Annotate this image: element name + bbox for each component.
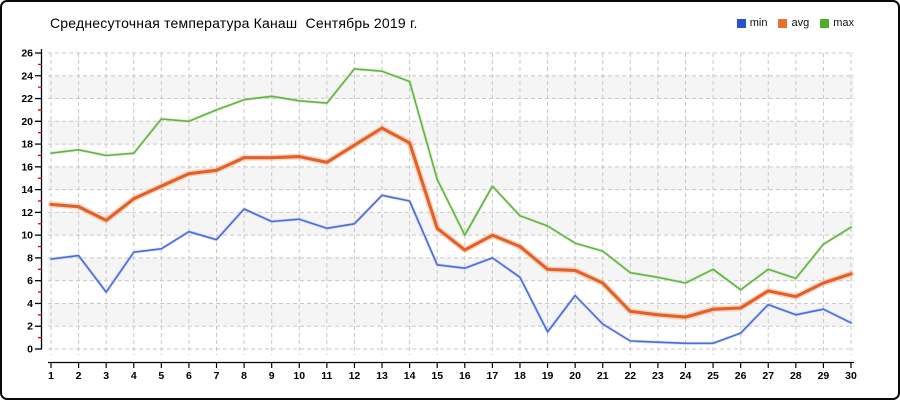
x-axis-tick-label: 14 xyxy=(404,370,416,382)
x-axis-tick-label: 21 xyxy=(597,370,609,382)
x-axis-tick-label: 24 xyxy=(680,370,692,382)
x-axis-tick-label: 10 xyxy=(293,370,305,382)
y-axis-tick-label: 2 xyxy=(27,321,33,333)
x-axis-tick-label: 30 xyxy=(845,370,857,382)
y-axis-tick-label: 12 xyxy=(21,207,33,219)
x-axis-tick-label: 17 xyxy=(487,370,499,382)
x-axis-tick-label: 9 xyxy=(269,370,275,382)
x-axis-tick-label: 23 xyxy=(652,370,664,382)
plot-band xyxy=(48,166,854,190)
y-axis-tick-label: 14 xyxy=(21,184,33,196)
x-axis-tick-label: 12 xyxy=(349,370,361,382)
legend-label: avg xyxy=(791,17,810,29)
legend-label: min xyxy=(749,17,768,29)
y-axis-tick-label: 26 xyxy=(21,48,33,60)
x-axis-tick-label: 18 xyxy=(514,370,526,382)
x-axis-tick-label: 15 xyxy=(431,370,443,382)
plot-band xyxy=(48,303,854,327)
legend-swatch-max xyxy=(820,18,830,28)
x-axis-tick-label: 26 xyxy=(735,370,747,382)
x-axis-tick-label: 16 xyxy=(459,370,471,382)
plot-band xyxy=(48,75,854,99)
y-axis-tick-label: 0 xyxy=(27,344,33,356)
avg-line xyxy=(49,126,853,319)
x-axis-tick-label: 5 xyxy=(158,370,164,382)
x-axis-tick-label: 2 xyxy=(76,370,82,382)
y-axis-tick-label: 6 xyxy=(27,275,33,287)
legend-label: max xyxy=(833,17,854,29)
x-axis-tick-label: 3 xyxy=(103,370,109,382)
chart-title: Среднесуточная температура Канаш Сентябр… xyxy=(50,15,418,31)
x-axis-tick-label: 7 xyxy=(214,370,220,382)
legend-item-max: max xyxy=(820,17,854,29)
x-axis-tick-label: 20 xyxy=(569,370,581,382)
y-axis-tick-label: 8 xyxy=(27,252,33,264)
plot-band xyxy=(48,212,854,236)
legend-swatch-min xyxy=(736,18,746,28)
y-axis-tick-label: 16 xyxy=(21,161,33,173)
legend-item-min: min xyxy=(736,17,768,29)
x-axis-tick-label: 11 xyxy=(321,370,332,382)
y-axis-tick-label: 24 xyxy=(21,70,33,82)
x-axis-tick-label: 29 xyxy=(818,370,830,382)
plot-band xyxy=(48,121,854,145)
min-line xyxy=(50,194,852,345)
y-axis-tick-label: 4 xyxy=(27,298,33,310)
y-axis-tick-label: 22 xyxy=(21,93,33,105)
y-axis-tick-label: 20 xyxy=(21,116,33,128)
max-line xyxy=(50,68,852,291)
legend-swatch-avg xyxy=(778,18,788,28)
x-axis-tick-label: 4 xyxy=(131,370,137,382)
x-axis-tick-label: 8 xyxy=(241,370,247,382)
plot-band xyxy=(48,257,854,281)
x-axis-tick-label: 22 xyxy=(624,370,636,382)
x-axis-tick-label: 25 xyxy=(707,370,719,382)
x-axis-tick-label: 1 xyxy=(48,370,54,382)
x-axis-tick-label: 6 xyxy=(186,370,192,382)
x-axis-tick-label: 13 xyxy=(376,370,388,382)
legend-item-avg: avg xyxy=(778,17,809,29)
x-axis-tick-label: 28 xyxy=(790,370,802,382)
legend: min avg max xyxy=(736,17,854,29)
x-axis-tick-label: 27 xyxy=(762,370,774,382)
x-axis-tick-label: 19 xyxy=(542,370,554,382)
y-axis-tick-label: 18 xyxy=(21,139,33,151)
y-axis-tick-label: 10 xyxy=(21,230,33,242)
